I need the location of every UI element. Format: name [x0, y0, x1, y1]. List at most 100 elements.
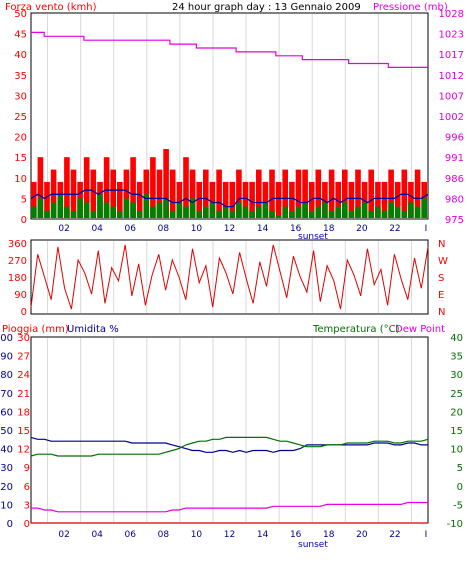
temp-x-tick-label: 04 [91, 530, 103, 540]
avg-wind-bar [163, 198, 169, 218]
temp-tick-label: 0 [457, 482, 463, 493]
gust-bar [130, 157, 136, 218]
gust-bar [394, 181, 401, 218]
wind-x-tick-label: 20 [356, 224, 368, 234]
avg-wind-bar [150, 206, 156, 218]
wind-x-tick-label: 10 [191, 224, 203, 234]
avg-wind-bar [242, 206, 249, 218]
gust-bar [83, 157, 90, 218]
temp-ylabel: Temperatura (°C) [312, 324, 400, 335]
rain-tick-label: 27 [17, 352, 30, 363]
temp-tick-label: 5 [457, 463, 463, 474]
wind-right-tick-label: 1012 [439, 71, 464, 82]
humidity-tick-label: 60 [0, 407, 13, 418]
avg-wind-bar [262, 202, 269, 218]
gust-bar [143, 169, 150, 218]
humidity-tick-label: 40 [0, 445, 13, 456]
wind-speed-line [30, 189, 429, 208]
wind-right-tick-label: 996 [445, 133, 464, 144]
gust-bar [249, 181, 255, 218]
humidity-line [30, 436, 428, 453]
avg-wind-bar [130, 202, 136, 218]
gust-bar [348, 181, 355, 218]
temp-tick-label: -10 [447, 519, 463, 530]
wind-left-tick-label: 50 [14, 9, 27, 20]
gust-bar [117, 181, 123, 218]
wind-left-tick-label: 0 [21, 215, 27, 226]
gust-bar [282, 169, 288, 218]
rain-tick-label: 0 [24, 519, 30, 530]
gust-bar [302, 169, 308, 218]
avg-wind-bar [156, 202, 163, 218]
gust-bar [236, 169, 242, 218]
rain-tick-label: 9 [24, 463, 30, 474]
avg-wind-bar [203, 206, 209, 218]
wind-x-tick-label: 08 [158, 224, 170, 234]
gust-bar [110, 169, 116, 218]
avg-wind-bar [44, 210, 50, 218]
gust-bar [169, 169, 176, 218]
rain-tick-label: 24 [17, 370, 30, 381]
temp-tick-label: 10 [450, 445, 463, 456]
rain-tick-label: 30 [17, 333, 30, 344]
humidity-tick-label: 80 [0, 370, 13, 381]
wind-right-tick-label: 986 [445, 174, 464, 185]
wind-x-tick-label: 14 [257, 224, 269, 234]
wind-ylabel-right: Pressione (mb) [373, 2, 448, 13]
wind-ylabel-left: Forza vento (kmh) [5, 2, 97, 13]
direction-left-tick-label: 90 [14, 290, 27, 301]
avg-wind-bar [169, 210, 176, 218]
avg-wind-bar [335, 206, 341, 218]
temperature-line [30, 436, 429, 457]
temp-tick-label: 25 [450, 389, 463, 400]
wind-right-tick-label: 1017 [439, 50, 464, 61]
gust-bar [136, 181, 143, 218]
avg-wind-bar [302, 202, 308, 218]
temp-x-tick-label: 02 [58, 530, 69, 540]
temp-x-tick-label: 18 [323, 530, 335, 540]
avg-wind-bar [315, 206, 322, 218]
wind-right-tick-label: 1028 [439, 9, 464, 20]
wind-right-tick-label: 975 [445, 215, 464, 226]
wind-left-tick-label: 25 [14, 112, 27, 123]
temp-sunset-marker: sunset [298, 540, 328, 550]
gust-bar [196, 181, 202, 218]
gust-bar [262, 181, 269, 218]
wind-left-tick-label: 15 [14, 153, 27, 164]
wind-x-tick-label: 22 [389, 224, 400, 234]
avg-wind-bar [196, 210, 202, 218]
temp-x-tick-label: 16 [290, 530, 302, 540]
temp-x-tick-label: 10 [191, 530, 203, 540]
temp-tick-label: 20 [450, 407, 463, 418]
temp-tick-label: 15 [450, 426, 463, 437]
avg-wind-bar [117, 210, 123, 218]
gust-bar [176, 181, 183, 218]
avg-wind-bar [90, 210, 97, 218]
rain-tick-label: 12 [17, 445, 30, 456]
gust-bar [269, 169, 275, 218]
avg-wind-bar [295, 206, 302, 218]
gust-bar [375, 181, 381, 218]
avg-wind-bar [236, 202, 242, 218]
humidity-tick-label: 20 [0, 482, 13, 493]
direction-compass-label: N [438, 307, 445, 318]
direction-compass-label: S [438, 273, 444, 284]
pressure-line [31, 31, 428, 68]
avg-wind-bar [401, 210, 408, 218]
direction-left-tick-label: 270 [8, 256, 27, 267]
avg-wind-bar [308, 210, 315, 218]
temp-x-tick-label: 12 [224, 530, 235, 540]
wind-left-tick-label: 30 [14, 91, 27, 102]
gust-bar [31, 181, 37, 218]
gust-bar [295, 169, 302, 218]
rain-tick-label: 3 [24, 500, 30, 511]
avg-wind-bar [394, 206, 401, 218]
gust-bar [388, 169, 394, 218]
wind-right-tick-label: 1007 [439, 91, 464, 102]
humidity-tick-label: 100 [0, 333, 13, 344]
wind-right-tick-label: 980 [445, 194, 464, 205]
avg-wind-bar [189, 198, 196, 218]
avg-wind-bar [282, 206, 288, 218]
